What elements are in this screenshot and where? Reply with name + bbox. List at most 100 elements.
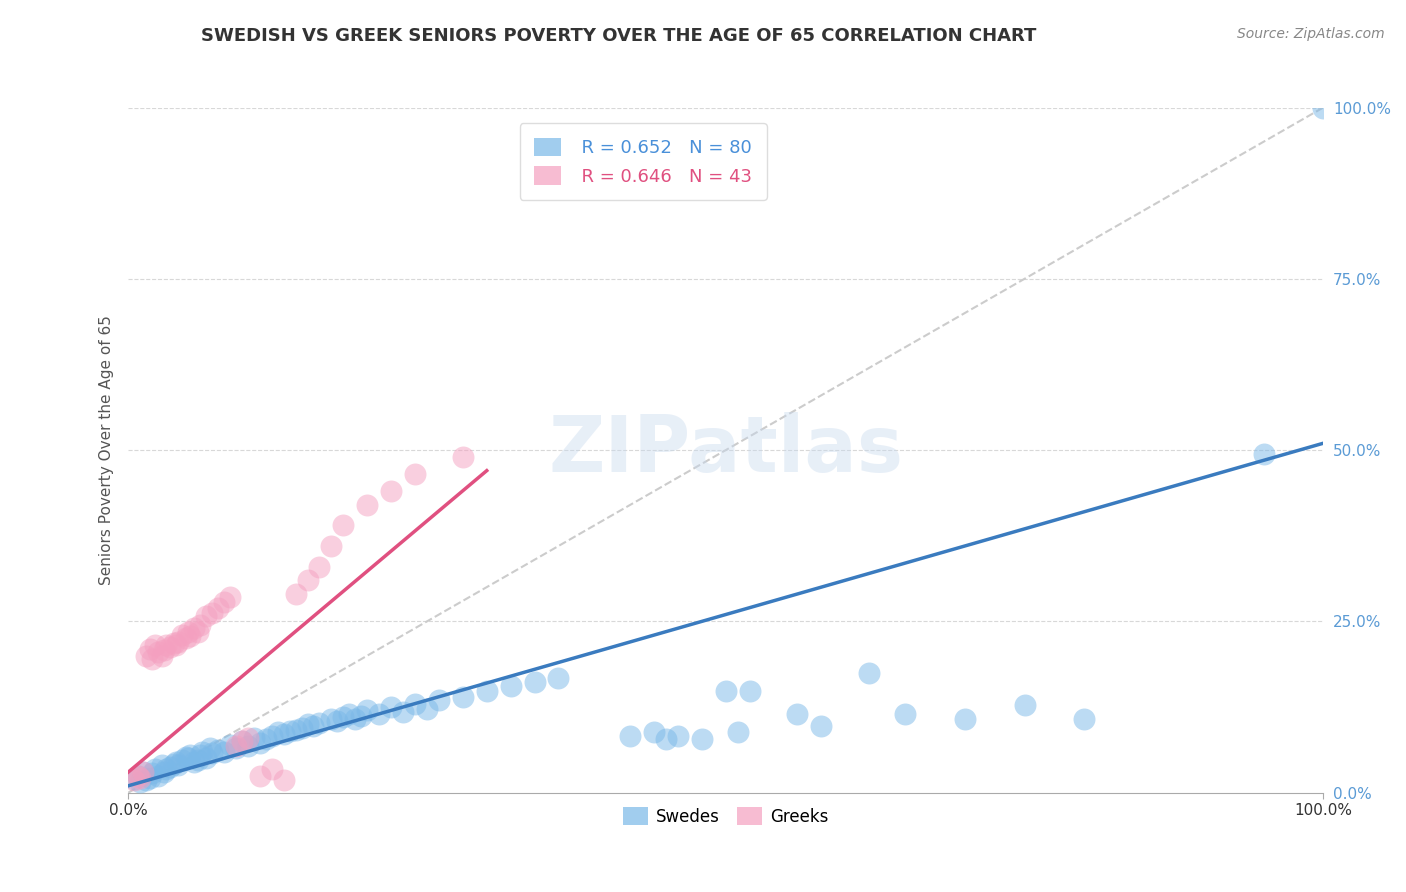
Point (344, 712, 367, 726)
Point (159, 759, 181, 773)
Point (146, 768, 169, 782)
Point (332, 518, 354, 533)
Point (212, 745, 235, 759)
Point (894, 706, 917, 721)
Point (451, 450, 474, 464)
Point (153, 643, 176, 657)
Point (326, 714, 349, 728)
Point (523, 674, 546, 689)
Point (337, 706, 360, 721)
Point (131, 765, 153, 780)
Point (170, 753, 193, 767)
Point (155, 638, 177, 652)
Point (187, 753, 209, 767)
Point (122, 772, 145, 786)
Point (141, 766, 163, 780)
Point (321, 539, 343, 553)
Point (332, 710, 354, 724)
Point (207, 743, 229, 757)
Point (135, 648, 157, 663)
Point (139, 771, 162, 785)
Point (727, 725, 749, 739)
Point (302, 718, 325, 732)
Point (129, 775, 152, 789)
Point (350, 709, 373, 723)
Legend: Swedes, Greeks: Swedes, Greeks (616, 801, 835, 832)
Point (143, 762, 166, 776)
Point (810, 718, 832, 732)
Point (278, 723, 301, 738)
Point (198, 741, 221, 756)
Point (356, 498, 378, 512)
Point (786, 706, 808, 721)
Point (356, 703, 378, 717)
Point (179, 747, 201, 762)
Y-axis label: Seniors Poverty Over the Age of 65: Seniors Poverty Over the Age of 65 (100, 315, 114, 585)
Point (129, 771, 152, 785)
Point (254, 732, 277, 747)
Point (547, 671, 569, 685)
Point (297, 574, 319, 588)
Point (170, 628, 193, 642)
Point (174, 632, 197, 646)
Point (260, 730, 283, 744)
Point (1073, 712, 1095, 726)
Point (404, 467, 426, 481)
Point (231, 734, 253, 748)
Point (201, 746, 224, 760)
Text: Source: ZipAtlas.com: Source: ZipAtlas.com (1237, 27, 1385, 41)
Point (177, 624, 200, 639)
Point (183, 621, 205, 635)
Point (194, 608, 217, 623)
Point (655, 732, 678, 747)
Point (188, 617, 211, 632)
Point (163, 636, 186, 650)
Point (953, 712, 976, 726)
Point (273, 727, 295, 741)
Point (714, 684, 737, 698)
Point (159, 640, 181, 655)
Point (201, 606, 224, 620)
Point (380, 700, 402, 714)
Point (139, 641, 162, 656)
Point (619, 730, 641, 744)
Point (266, 725, 288, 739)
Text: SWEDISH VS GREEK SENIORS POVERTY OVER THE AGE OF 65 CORRELATION CHART: SWEDISH VS GREEK SENIORS POVERTY OVER TH… (201, 27, 1036, 45)
Point (141, 652, 163, 666)
Point (416, 702, 439, 716)
Point (1014, 698, 1036, 712)
Point (858, 665, 880, 680)
Point (143, 638, 166, 652)
Point (155, 762, 177, 776)
Point (131, 765, 153, 780)
Point (1312, 101, 1334, 115)
Point (308, 715, 330, 730)
Point (146, 645, 169, 659)
Point (207, 600, 229, 615)
Point (368, 706, 391, 721)
Point (404, 697, 426, 711)
Point (392, 705, 415, 719)
Point (150, 648, 173, 663)
Point (177, 751, 200, 765)
Point (475, 684, 498, 698)
Point (150, 758, 173, 772)
Point (273, 773, 295, 788)
Point (290, 721, 312, 735)
Point (163, 756, 186, 771)
Point (297, 717, 319, 731)
Point (194, 751, 217, 765)
Point (380, 484, 402, 499)
Point (1253, 446, 1275, 460)
Point (249, 736, 271, 750)
Point (690, 732, 713, 747)
Point (451, 690, 474, 704)
Point (218, 738, 240, 752)
Point (499, 680, 522, 694)
Point (187, 624, 209, 639)
Point (212, 595, 235, 609)
Point (236, 739, 259, 753)
Point (284, 723, 307, 737)
Point (242, 731, 264, 745)
Point (188, 747, 211, 762)
